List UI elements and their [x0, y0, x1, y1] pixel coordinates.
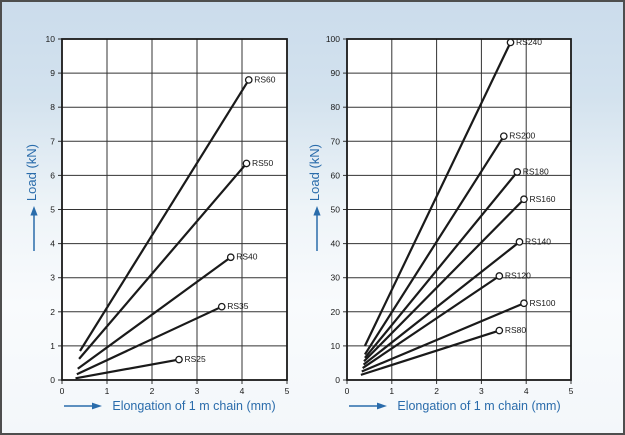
y-tick-label: 100	[326, 34, 340, 44]
series-label-RS100: RS100	[529, 298, 555, 308]
y-tick-label: 6	[50, 170, 55, 180]
x-tick-label: 1	[105, 386, 110, 396]
y-axis-title-left: Load (kN)	[23, 144, 39, 202]
y-tick-label: 30	[331, 273, 341, 283]
series-line-RS100	[361, 302, 525, 373]
x-tick-label: 0	[60, 386, 65, 396]
series-marker-RS50	[242, 159, 251, 168]
series-label-RS40: RS40	[236, 252, 258, 262]
series-label-RS60: RS60	[254, 74, 276, 84]
y-tick-label: 0	[335, 375, 340, 385]
series-line-RS200	[363, 135, 505, 356]
x-axis-title-right: Elongation of 1 m chain (mm)	[397, 399, 561, 413]
y-tick-label: 80	[331, 102, 341, 112]
series-line-RS240	[363, 41, 512, 347]
series-line-RS80	[360, 329, 500, 376]
y-axis-arrow-icon	[313, 206, 321, 251]
series-marker-RS120	[495, 272, 504, 280]
series-label-RS50: RS50	[252, 158, 274, 168]
x-tick-label: 5	[285, 386, 290, 396]
series-marker-RS180	[513, 168, 522, 176]
series-line-RS140	[362, 241, 521, 366]
series-label-RS200: RS200	[509, 131, 535, 141]
series-marker-RS200	[499, 132, 508, 141]
y-tick-label: 10	[46, 34, 56, 44]
y-tick-label: 5	[50, 205, 55, 215]
series-line-RS60	[79, 79, 250, 352]
series-label-RS140: RS140	[525, 236, 551, 246]
series-marker-RS35	[217, 302, 226, 311]
x-axis-title-block-right: Elongation of 1 m chain (mm)	[335, 396, 575, 416]
series-marker-RS40	[226, 253, 235, 262]
series-label-RS180: RS180	[523, 166, 549, 176]
y-tick-label: 90	[331, 68, 341, 78]
plot-border	[61, 38, 288, 381]
series-label-RS160: RS160	[529, 194, 555, 204]
series-line-RS120	[362, 275, 500, 369]
x-tick-label: 5	[569, 386, 574, 396]
x-tick-label: 4	[524, 386, 529, 396]
x-tick-label: 1	[389, 386, 394, 396]
y-tick-label: 50	[331, 205, 341, 215]
x-axis-title-left: Elongation of 1 m chain (mm)	[112, 399, 276, 413]
y-tick-label: 10	[331, 341, 341, 351]
x-tick-label: 0	[345, 386, 350, 396]
series-marker-RS240	[506, 38, 515, 47]
series-line-RS25	[75, 358, 180, 380]
series-marker-RS140	[515, 238, 524, 246]
y-tick-label: 60	[331, 170, 341, 180]
series-marker-RS100	[520, 299, 528, 308]
x-tick-label: 3	[195, 386, 200, 396]
x-tick-label: 2	[434, 386, 439, 396]
series-line-RS50	[78, 162, 248, 360]
x-tick-label: 3	[479, 386, 484, 396]
y-tick-label: 8	[50, 102, 55, 112]
series-marker-RS160	[520, 195, 528, 204]
y-tick-label: 7	[50, 136, 55, 146]
series-label-RS240: RS240	[516, 37, 542, 47]
series-marker-RS80	[495, 326, 504, 335]
y-tick-label: 4	[50, 239, 55, 249]
load-elongation-chart-small-chains: 0 1 2 3 4 5 0 1 2 3 4 5 6 7 8 9 10 RS60 RS50 RS40 RS35 RS25	[46, 34, 290, 396]
series-line-RS180	[364, 171, 519, 359]
series-label-RS80: RS80	[505, 325, 527, 335]
x-tick-label: 4	[240, 386, 245, 396]
y-tick-label: 0	[50, 375, 55, 385]
y-tick-label: 9	[50, 68, 55, 78]
x-tick-label: 2	[150, 386, 155, 396]
x-axis-arrow-icon	[64, 402, 103, 410]
series-line-RS160	[363, 198, 525, 363]
y-tick-label: 20	[331, 307, 341, 317]
series-marker-RS25	[175, 355, 183, 364]
y-tick-label: 1	[50, 341, 55, 351]
series-line-RS35	[76, 305, 223, 376]
y-tick-label: 70	[331, 136, 341, 146]
y-tick-label: 2	[50, 307, 55, 317]
series-line-RS40	[77, 256, 232, 370]
y-axis-title-right: Load (kN)	[306, 144, 322, 202]
series-marker-RS60	[244, 76, 253, 84]
x-axis-arrow-icon	[349, 402, 388, 410]
x-axis-title-block-left: Elongation of 1 m chain (mm)	[50, 396, 290, 416]
y-tick-label: 3	[50, 273, 55, 283]
series-label-RS35: RS35	[227, 301, 249, 311]
series-label-RS25: RS25	[185, 354, 207, 364]
series-label-RS120: RS120	[505, 270, 531, 280]
plot-border	[346, 38, 572, 381]
y-axis-arrow-icon	[30, 206, 38, 251]
y-tick-label: 40	[331, 239, 341, 249]
